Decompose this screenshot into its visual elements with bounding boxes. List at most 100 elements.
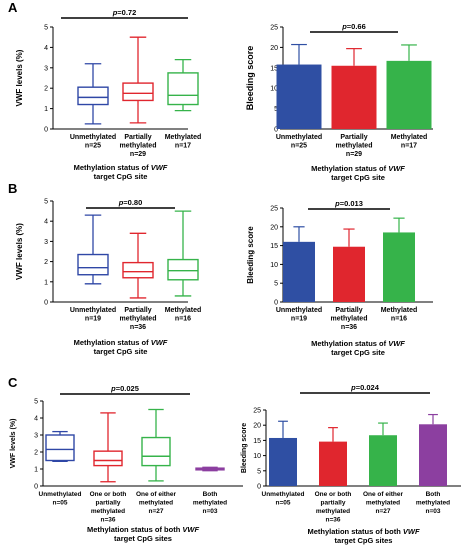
x-category-label: n=29: [346, 151, 362, 158]
x-axis-title-text: Methylation status of both: [307, 527, 402, 536]
x-category-label: partially: [96, 500, 121, 507]
x-axis-title: Methylation status of VWF: [311, 339, 405, 348]
x-category-label: Unmethylated: [39, 491, 82, 498]
x-category-label: n=16: [391, 316, 407, 323]
y-tick-label: 0: [44, 300, 48, 307]
y-tick-label: 15: [253, 438, 261, 445]
x-axis-title-gene: VWF: [151, 338, 168, 347]
x-category-label: n=27: [376, 508, 391, 515]
p-value-number: =0.013: [340, 199, 363, 208]
x-axis-title: target CpG site: [94, 347, 148, 356]
x-axis-title: Methylation status of VWF: [74, 338, 168, 347]
box-iqr: [141, 436, 171, 467]
x-axis-title: target CpG site: [331, 173, 385, 182]
p-value-number: =0.80: [123, 198, 142, 207]
y-tick-label: 20: [270, 45, 278, 52]
y-tick-label: 4: [44, 45, 48, 52]
y-tick-label: 2: [44, 259, 48, 266]
x-category-label: methylated: [120, 316, 157, 323]
x-category-label: Unmethylated: [70, 307, 116, 314]
x-category-label: Partially: [124, 134, 151, 141]
x-category-label: Both: [203, 491, 218, 498]
y-tick-label: 4: [44, 219, 48, 226]
y-tick-label: 20: [270, 224, 278, 231]
box-iqr: [77, 253, 109, 276]
y-tick-label: 5: [274, 106, 278, 113]
y-axis-title: VWF levels (%): [15, 223, 24, 280]
x-category-label: methylated: [139, 500, 173, 507]
p-value-number: =0.72: [117, 8, 136, 17]
y-tick-label: 0: [257, 484, 261, 491]
x-axis-title-gene: VWF: [403, 527, 420, 536]
y-tick-label: 15: [270, 65, 278, 72]
y-tick-label: 25: [270, 25, 278, 32]
x-category-label: Methylated: [165, 307, 202, 314]
x-category-label: n=19: [291, 316, 307, 323]
p-value-label: p=0.72: [112, 8, 137, 17]
x-category-label: Methylated: [165, 134, 202, 141]
x-category-label: n=36: [341, 324, 357, 331]
x-axis-title: Methylation status of both VWF: [307, 527, 420, 536]
x-axis-title-text: Methylation status of: [74, 163, 151, 172]
x-axis-title: Methylation status of VWF: [74, 163, 168, 172]
chart-a-right: 0 5 10 15 20 25 Bleeding score Unmethylated n=25…: [245, 22, 433, 182]
x-category-label: One or both: [90, 491, 127, 498]
x-category-label: Unmethylated: [262, 491, 305, 498]
box-iqr: [167, 72, 199, 106]
y-tick-label: 5: [34, 399, 38, 406]
y-tick-label: 0: [34, 484, 38, 491]
x-category-label: Partially: [124, 307, 151, 314]
x-axis-title-text: Methylation status of: [311, 339, 388, 348]
x-category-label: n=25: [291, 143, 307, 150]
x-category-label: n=25: [85, 143, 101, 150]
bar: [419, 424, 447, 486]
p-value-number: =0.025: [116, 384, 139, 393]
x-category-label: Methylated: [391, 134, 428, 141]
p-value-number: =0.66: [347, 22, 366, 31]
y-tick-label: 2: [44, 86, 48, 93]
x-category-label: One of either: [363, 491, 404, 498]
x-axis-title-text: target CpG sites: [335, 536, 393, 545]
y-axis-title: Bleeding score: [246, 226, 255, 284]
p-value-label: p=0.66: [341, 22, 366, 31]
x-axis-title-gene: VWF: [388, 339, 405, 348]
y-tick-label: 1: [44, 106, 48, 113]
panel-letter-b: B: [8, 181, 17, 196]
y-tick-label: 10: [253, 453, 261, 460]
x-category-label: Partially: [335, 307, 362, 314]
x-category-label: n=17: [175, 143, 191, 150]
p-value-symbol: p: [334, 199, 340, 208]
y-tick-label: 1: [34, 467, 38, 474]
x-category-label: n=03: [203, 508, 218, 515]
x-category-label: n=03: [426, 508, 441, 515]
y-tick-label: 1: [44, 279, 48, 286]
x-axis-title-gene: VWF: [388, 164, 405, 173]
y-tick-label: 3: [44, 65, 48, 72]
box-iqr: [93, 450, 123, 467]
chart-a-left: 0 1 2 3 4 5 VWF levels (%) Unmethylated n=25 Part…: [15, 8, 201, 181]
y-tick-label: 20: [253, 423, 261, 430]
x-axis-title-gene: VWF: [182, 525, 199, 534]
chart-c-left: 0 1 2 3 4 5 VWF levels (%) Unmethylated n=05 One …: [10, 384, 243, 543]
x-axis-title: Methylation status of VWF: [311, 164, 405, 173]
x-category-label: One of either: [136, 491, 177, 498]
p-value-label: p=0.80: [118, 198, 143, 207]
x-category-label: methylated: [331, 316, 368, 323]
y-axis-title: Bleeding score: [245, 46, 255, 111]
bar: [276, 64, 322, 129]
x-category-label: methylated: [120, 143, 157, 150]
x-axis-title-text: Methylation status of both: [87, 525, 182, 534]
bar: [369, 435, 397, 486]
y-tick-label: 15: [270, 243, 278, 250]
x-axis-title-text: Methylation status of: [74, 338, 151, 347]
y-tick-label: 5: [274, 281, 278, 288]
x-category-label: n=16: [175, 316, 191, 323]
x-category-label: n=29: [130, 151, 146, 158]
x-category-label: n=27: [149, 508, 164, 515]
chart-b-right: 0 5 10 15 20 25 Bleeding score Unmethylated n=19…: [246, 199, 433, 357]
bar: [333, 246, 365, 302]
x-category-label: Methylated: [381, 307, 418, 314]
bar: [283, 241, 315, 302]
chart-b-left: 0 1 2 3 4 5 VWF levels (%) Unmethylated n=19 Part…: [15, 198, 201, 356]
bar: [331, 65, 377, 129]
